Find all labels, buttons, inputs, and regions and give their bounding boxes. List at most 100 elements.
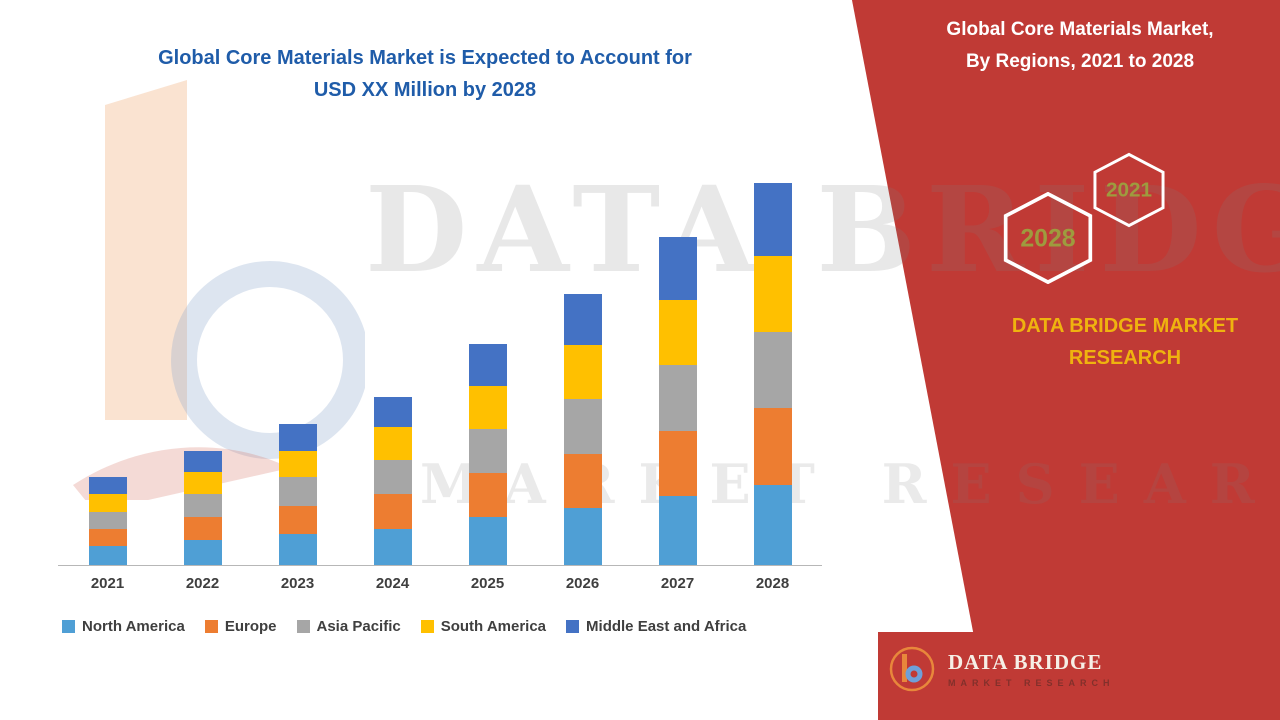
hexagon-year-right: 2021 bbox=[1106, 179, 1152, 202]
legend-item-middle-east-and-africa: Middle East and Africa bbox=[566, 618, 746, 635]
legend-item-south-america: South America bbox=[420, 618, 547, 635]
footer-logo-title: DATA BRIDGE bbox=[948, 650, 1103, 674]
segment-south-america bbox=[278, 450, 317, 478]
x-axis-label-2027: 2027 bbox=[660, 575, 695, 592]
legend-swatch bbox=[62, 620, 75, 633]
segment-asia-pacific bbox=[753, 332, 792, 409]
brand-line1: DATA BRIDGE MARKET bbox=[1011, 315, 1239, 337]
legend-swatch bbox=[296, 620, 310, 633]
segment-middle-east-and-africa bbox=[468, 343, 507, 386]
legend-swatch bbox=[204, 620, 218, 633]
segment-middle-east-and-africa bbox=[373, 396, 412, 428]
segment-middle-east-and-africa bbox=[658, 236, 697, 300]
watermark-logo bbox=[73, 80, 365, 500]
segment-south-america bbox=[753, 255, 792, 333]
segment-north-america bbox=[753, 484, 792, 565]
data-bridge-logo-icon bbox=[889, 646, 935, 692]
segment-europe bbox=[88, 528, 127, 546]
brand-line2: RESEARCH bbox=[1068, 347, 1182, 369]
chart-title-line2: USD XX Million by 2028 bbox=[313, 79, 537, 101]
bar-2021 bbox=[88, 477, 127, 565]
legend-item-north-america: North America bbox=[62, 618, 185, 635]
segment-north-america bbox=[373, 528, 412, 565]
hexagon-year-left: 2028 bbox=[1020, 225, 1075, 252]
segment-asia-pacific bbox=[278, 477, 317, 506]
segment-south-america bbox=[563, 345, 602, 399]
footer-logo-text: DATA BRIDGE MARKET RESEARCH bbox=[948, 650, 1115, 688]
panel-title: Global Core Materials Market, By Regions… bbox=[900, 14, 1260, 79]
segment-middle-east-and-africa bbox=[278, 423, 317, 451]
legend-swatch bbox=[566, 620, 580, 633]
legend-label: Europe bbox=[224, 618, 277, 635]
x-axis-label-2028: 2028 bbox=[755, 575, 790, 592]
x-axis-label-2023: 2023 bbox=[280, 575, 315, 592]
segment-europe bbox=[468, 473, 507, 518]
segment-europe bbox=[658, 431, 697, 497]
segment-europe bbox=[563, 454, 602, 508]
chart-title-line1: Global Core Materials Market is Expected… bbox=[158, 47, 692, 69]
panel-title-line2: By Regions, 2021 to 2028 bbox=[965, 51, 1195, 73]
bar-2022 bbox=[183, 450, 222, 565]
watermark-text-small: MARKET RESEARCH bbox=[420, 452, 1280, 516]
x-axis-line bbox=[58, 565, 822, 566]
x-axis-labels: 2021 2022 2023 2024 2025 2026 2027 2028 bbox=[60, 575, 820, 592]
footer-bar bbox=[878, 632, 1280, 720]
x-axis-label-2022: 2022 bbox=[185, 575, 220, 592]
hexagon-outline bbox=[1093, 152, 1165, 228]
legend-item-europe: Europe bbox=[204, 618, 277, 635]
segment-south-america bbox=[88, 494, 127, 512]
segment-middle-east-and-africa bbox=[88, 477, 127, 495]
bar-2023 bbox=[278, 423, 317, 565]
segment-middle-east-and-africa bbox=[563, 293, 602, 346]
segment-middle-east-and-africa bbox=[183, 450, 222, 472]
bar-2024 bbox=[373, 396, 412, 565]
footer-logo-subtitle: MARKET RESEARCH bbox=[948, 678, 1115, 688]
segment-europe bbox=[183, 517, 222, 541]
legend-label: Asia Pacific bbox=[316, 618, 401, 635]
hexagon-2028-badge: 2028 bbox=[1003, 192, 1093, 284]
segment-north-america bbox=[88, 545, 127, 565]
segment-asia-pacific bbox=[183, 494, 222, 518]
segment-south-america bbox=[373, 427, 412, 460]
hexagon-2021-badge: 2021 bbox=[1093, 152, 1165, 228]
x-axis-label-2025: 2025 bbox=[470, 575, 505, 592]
segment-asia-pacific bbox=[468, 429, 507, 474]
segment-asia-pacific bbox=[373, 459, 412, 495]
x-axis-label-2021: 2021 bbox=[90, 575, 125, 592]
bar-2025 bbox=[468, 343, 507, 565]
segment-south-america bbox=[468, 385, 507, 430]
segment-north-america bbox=[658, 496, 697, 565]
segment-europe bbox=[753, 408, 792, 485]
segment-asia-pacific bbox=[88, 511, 127, 529]
footer-logo: DATA BRIDGE MARKET RESEARCH bbox=[888, 645, 1115, 693]
legend-swatch bbox=[420, 620, 434, 633]
segment-middle-east-and-africa bbox=[753, 183, 792, 256]
chart-title: Global Core Materials Market is Expected… bbox=[90, 42, 760, 106]
segment-europe bbox=[278, 505, 317, 535]
bar-2028 bbox=[753, 183, 792, 565]
brand-text: DATA BRIDGE MARKET RESEARCH bbox=[960, 310, 1280, 374]
watermark-text-large: DATA BRIDGE bbox=[365, 160, 1280, 299]
segment-south-america bbox=[183, 471, 222, 495]
segment-south-america bbox=[658, 299, 697, 365]
segment-north-america bbox=[468, 517, 507, 565]
segment-north-america bbox=[183, 540, 222, 565]
x-axis-label-2026: 2026 bbox=[565, 575, 600, 592]
legend-label: North America bbox=[82, 618, 185, 635]
segment-north-america bbox=[563, 507, 602, 565]
legend-item-asia-pacific: Asia Pacific bbox=[296, 618, 401, 635]
bar-2027 bbox=[658, 236, 697, 565]
segment-asia-pacific bbox=[563, 398, 602, 455]
panel-title-line1: Global Core Materials Market, bbox=[946, 19, 1214, 40]
bar-2026 bbox=[563, 293, 602, 565]
legend-label: South America bbox=[440, 618, 547, 635]
legend-label: Middle East and Africa bbox=[586, 618, 747, 635]
x-axis-label-2024: 2024 bbox=[375, 575, 410, 592]
hexagon-outline bbox=[1003, 192, 1093, 284]
legend: North America Europe Asia Pacific South Ame… bbox=[62, 618, 746, 635]
segment-north-america bbox=[278, 534, 317, 565]
segment-asia-pacific bbox=[658, 364, 697, 432]
segment-europe bbox=[373, 494, 412, 529]
plot-bars bbox=[60, 180, 820, 565]
